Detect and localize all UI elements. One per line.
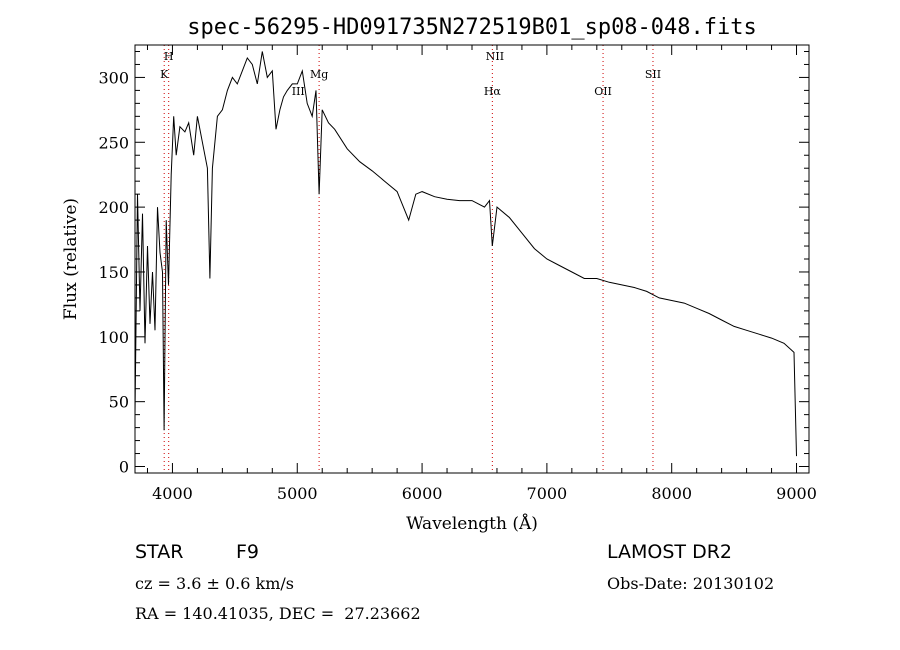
redshift-text: cz = 3.6 ± 0.6 km/s <box>135 574 294 593</box>
y-tick-label: 50 <box>109 393 129 412</box>
x-tick-label: 5000 <box>277 484 318 503</box>
marker-label: OII <box>594 85 612 98</box>
y-tick-label: 0 <box>119 458 129 477</box>
marker-label: NII <box>486 50 504 63</box>
object-class: STAR <box>135 541 184 563</box>
x-tick-label: 7000 <box>527 484 568 503</box>
y-tick-label: 150 <box>98 263 129 282</box>
marker-label: III <box>292 85 305 98</box>
spectrum-line <box>134 51 797 457</box>
line-markers: HK Mg NII Hα OII SII III <box>160 45 661 473</box>
y-tick-label: 250 <box>98 133 129 152</box>
marker-label: K <box>160 68 169 81</box>
x-axis: 4000 5000 6000 7000 8000 9000 <box>146 45 817 503</box>
spectrum-series <box>134 51 797 457</box>
x-axis-label: Wavelength (Å) <box>406 513 538 534</box>
plot-frame <box>134 44 810 474</box>
x-tick-label: 4000 <box>152 484 193 503</box>
marker-label: SII <box>645 68 661 81</box>
y-tick-label: 100 <box>98 328 129 347</box>
y-tick-label: 200 <box>98 198 129 217</box>
marker-label: Mg <box>310 68 328 81</box>
x-tick-label: 8000 <box>651 484 692 503</box>
ra-dec: RA = 140.41035, DEC = 27.23662 <box>135 604 421 623</box>
obs-date: Obs-Date: 20130102 <box>607 574 775 593</box>
survey-name: LAMOST DR2 <box>607 541 732 563</box>
x-tick-label: 9000 <box>776 484 817 503</box>
y-axis: 0 50 100 150 200 250 300 <box>98 50 809 477</box>
marker-label: H <box>164 50 174 63</box>
y-tick-label: 300 <box>98 68 129 87</box>
x-tick-label: 6000 <box>402 484 443 503</box>
chart-title: spec-56295-HD091735N272519B01_sp08-048.f… <box>187 15 757 40</box>
y-axis-label: Flux (relative) <box>61 198 81 320</box>
marker-label: Hα <box>484 85 502 98</box>
object-subclass: F9 <box>236 541 260 563</box>
